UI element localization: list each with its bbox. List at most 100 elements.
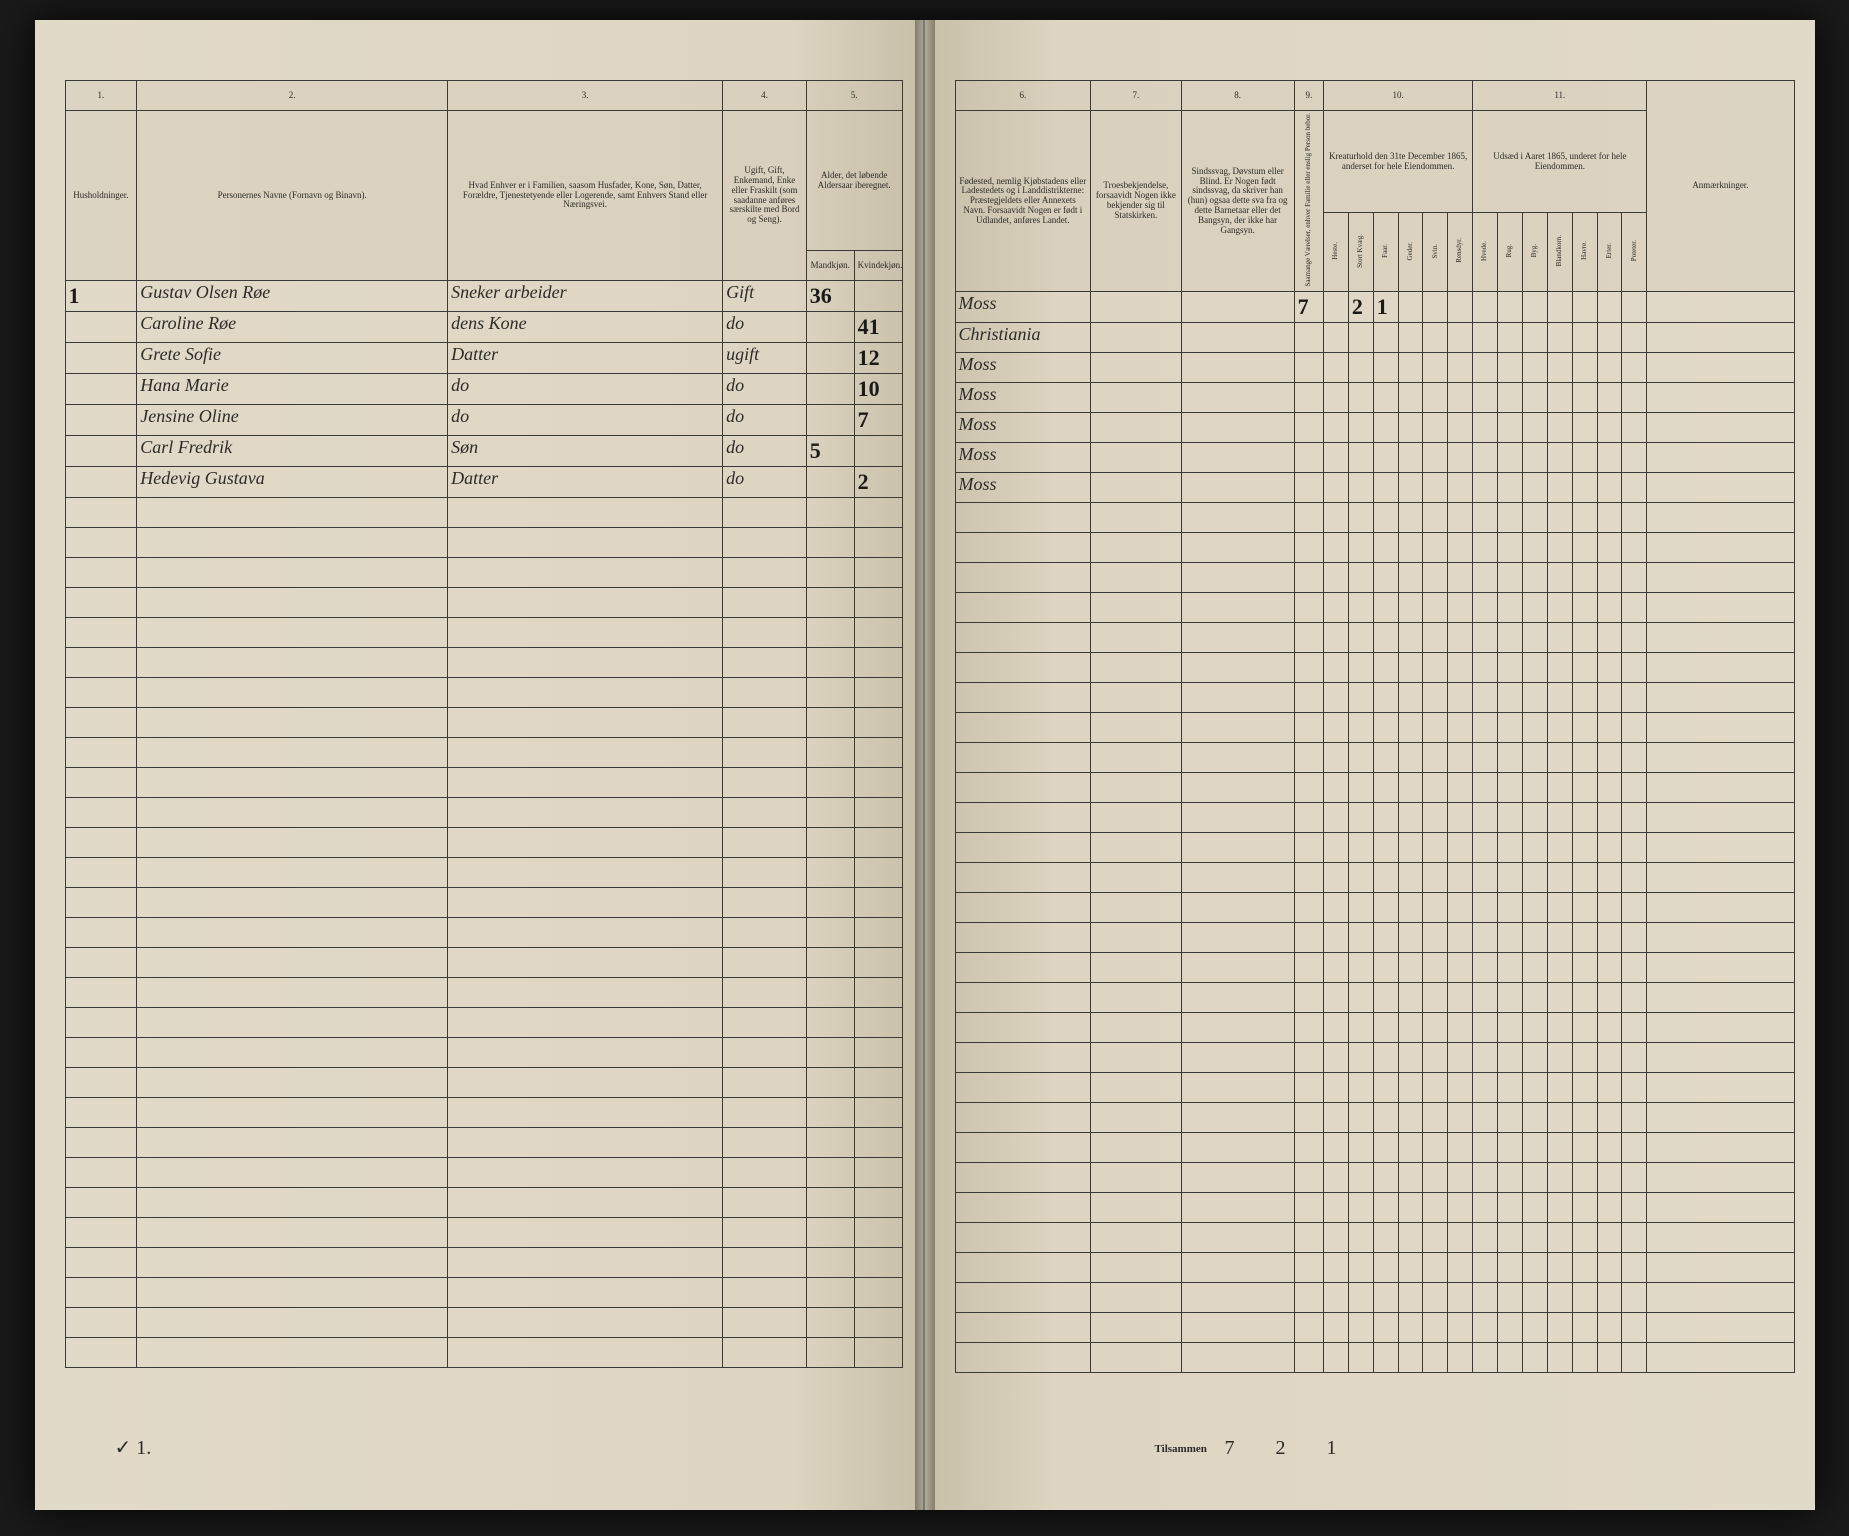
cell-stat: do (723, 405, 807, 436)
cell-c8 (1181, 383, 1294, 413)
cell-u5 (1572, 323, 1597, 353)
table-row (65, 618, 902, 648)
cell-name: Caroline Røe (137, 312, 448, 343)
cell-u7 (1622, 473, 1647, 503)
cell-f: 1 (1373, 292, 1398, 323)
cell-h (1324, 323, 1349, 353)
cell-c7 (1091, 443, 1181, 473)
cell-c7 (1091, 323, 1181, 353)
table-row (65, 798, 902, 828)
cell-u2 (1498, 383, 1523, 413)
cell-f (1373, 473, 1398, 503)
cell-name: Jensine Oline (137, 405, 448, 436)
table-row (65, 1008, 902, 1038)
cell-c9 (1294, 473, 1323, 503)
cell-u5 (1572, 473, 1597, 503)
cell-c9: 7 (1294, 292, 1323, 323)
table-row (65, 1308, 902, 1338)
col-num-9: 9. (1294, 81, 1323, 111)
hdr-10: Kreaturhold den 31te December 1865, ande… (1324, 111, 1473, 213)
cell-g (1398, 473, 1423, 503)
hdr-2: Personernes Navne (Fornavn og Binavn). (137, 111, 448, 281)
table-row (955, 953, 1794, 983)
sub-svin: Svin. (1423, 213, 1448, 292)
cell-f (1373, 323, 1398, 353)
cell-c7 (1091, 353, 1181, 383)
hdr-5b: Kvindekjøn. (854, 251, 902, 281)
cell-s (1423, 413, 1448, 443)
cell-u2 (1498, 353, 1523, 383)
cell-s (1423, 292, 1448, 323)
cell-r (1448, 443, 1473, 473)
table-row (955, 563, 1794, 593)
cell-name: Grete Sofie (137, 343, 448, 374)
cell-g (1398, 353, 1423, 383)
cell-u6 (1597, 353, 1622, 383)
cell-c9 (1294, 323, 1323, 353)
cell-u3 (1522, 413, 1547, 443)
cell-h (1324, 353, 1349, 383)
cell-c7 (1091, 413, 1181, 443)
cell-rel: dens Kone (448, 312, 723, 343)
cell-h (1324, 292, 1349, 323)
cell-c8 (1181, 413, 1294, 443)
cell-u2 (1498, 292, 1523, 323)
cell-f (1373, 353, 1398, 383)
cell-u3 (1522, 443, 1547, 473)
table-row: Moss (955, 413, 1794, 443)
table-row: Hana Mariedodo10 (65, 374, 902, 405)
table-row (955, 1103, 1794, 1133)
cell-rem (1647, 443, 1794, 473)
cell-u1 (1473, 473, 1498, 503)
cell-stat: ugift (723, 343, 807, 374)
cell-c8 (1181, 443, 1294, 473)
table-row: Grete SofieDatterugift12 (65, 343, 902, 374)
table-row (65, 918, 902, 948)
cell-h (1324, 473, 1349, 503)
table-row: Moss (955, 383, 1794, 413)
cell-birth: Moss (955, 353, 1091, 383)
sub-potet: Poteter. (1622, 213, 1647, 292)
cell-c9 (1294, 413, 1323, 443)
left-footer: ✓ 1. (115, 1435, 152, 1460)
cell-g (1398, 443, 1423, 473)
cell-r (1448, 473, 1473, 503)
cell-rel: Datter (448, 343, 723, 374)
col-num-3: 3. (448, 81, 723, 111)
cell-u7 (1622, 383, 1647, 413)
cell-age-f: 10 (854, 374, 902, 405)
table-row (65, 1098, 902, 1128)
col-num-7: 7. (1091, 81, 1181, 111)
cell-u5 (1572, 443, 1597, 473)
table-row (955, 1013, 1794, 1043)
table-row (65, 858, 902, 888)
cell-k (1348, 473, 1373, 503)
right-page: 6. 7. 8. 9. 10. 11. Anmærkninger. Fødest… (925, 20, 1815, 1510)
table-row (65, 1158, 902, 1188)
cell-c8 (1181, 292, 1294, 323)
cell-name: Hedevig Gustava (137, 467, 448, 498)
cell-c7 (1091, 473, 1181, 503)
table-row (65, 648, 902, 678)
cell-u4 (1547, 383, 1572, 413)
hdr-1: Husholdninger. (65, 111, 137, 281)
col-num-11: 11. (1473, 81, 1647, 111)
cell-u5 (1572, 353, 1597, 383)
table-row: Jensine Olinedodo7 (65, 405, 902, 436)
cell-rel: do (448, 405, 723, 436)
table-row (955, 1043, 1794, 1073)
sub-faar: Faar. (1373, 213, 1398, 292)
cell-c7 (1091, 292, 1181, 323)
cell-stat: do (723, 312, 807, 343)
cell-birth: Moss (955, 383, 1091, 413)
table-row (955, 773, 1794, 803)
cell-u6 (1597, 323, 1622, 353)
table-row (65, 588, 902, 618)
cell-u6 (1597, 413, 1622, 443)
cell-rem (1647, 353, 1794, 383)
cell-u4 (1547, 413, 1572, 443)
cell-rel: Datter (448, 467, 723, 498)
cell-u7 (1622, 323, 1647, 353)
cell-u5 (1572, 383, 1597, 413)
table-row (955, 1133, 1794, 1163)
